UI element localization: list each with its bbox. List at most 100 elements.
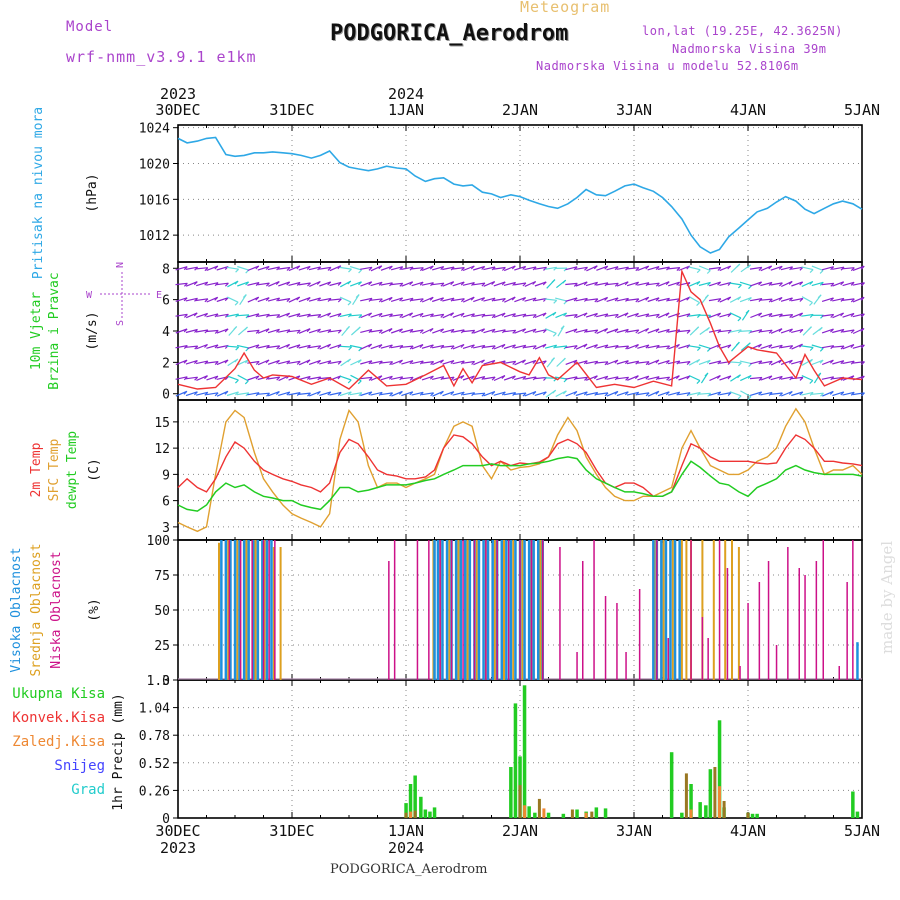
wind-arrow-head — [471, 313, 475, 318]
wind-arrow — [308, 359, 321, 365]
precip-ylabel: 1hr Precip (mm) — [111, 693, 126, 810]
wind-arrow-head — [266, 392, 270, 397]
wind-arrow — [267, 297, 280, 302]
wind-arrow-head — [306, 328, 311, 333]
wind-arrow — [452, 267, 465, 270]
wind-arrow — [226, 391, 239, 397]
wind-arrow — [329, 329, 342, 333]
wind-arrow — [749, 329, 762, 333]
wind-arrow — [483, 359, 496, 365]
wind-arrow-head — [368, 266, 373, 271]
wind-arrow — [770, 265, 783, 271]
wind-arrow-head — [276, 376, 281, 381]
wind-arrow-head — [768, 282, 773, 286]
wind-arrow — [493, 343, 506, 350]
wind-arrow-head — [594, 329, 599, 334]
wind-arrow — [647, 390, 660, 397]
wind-arrow — [544, 344, 557, 349]
wind-arrow-head — [850, 329, 855, 334]
wind-arrow-head — [450, 297, 455, 302]
mid-cloud-bar — [475, 540, 478, 680]
cloud-ylabel: Niska Oblacnost — [49, 551, 64, 668]
wind-arrow — [370, 375, 383, 381]
wind-arrow — [832, 360, 844, 365]
wind-arrow-head — [358, 281, 362, 286]
low-cloud-bar — [439, 540, 441, 680]
wind-arrow-head — [604, 375, 609, 380]
wind-arrow — [657, 297, 670, 302]
wind-arrow — [688, 391, 701, 396]
wind-arrow — [431, 313, 444, 317]
wind-arrow — [401, 312, 413, 319]
mid-cloud-bar — [662, 540, 665, 680]
wind-arrow-head — [378, 281, 383, 286]
wind-arrow-head — [471, 361, 476, 365]
wind-arrow — [185, 360, 198, 365]
wind-arrow — [195, 298, 208, 302]
high-cloud-bar — [537, 540, 540, 680]
wind-arrow — [749, 376, 763, 380]
wind-arrow — [821, 266, 834, 271]
wind-arrow-head — [491, 345, 496, 350]
wind-arrow-head — [665, 360, 670, 365]
time-tick-label: 5JAN — [844, 101, 880, 119]
wind-arrow — [185, 297, 198, 302]
wind-arrow — [596, 328, 608, 334]
wind-arrow-head — [214, 330, 219, 334]
time-tick-label: 1JAN — [388, 822, 424, 840]
wind-arrow-head — [717, 281, 722, 286]
wind-arrow-head — [625, 376, 630, 381]
mid-cloud-bar — [457, 540, 460, 680]
wind-arrow-head — [224, 282, 229, 287]
wind-arrow-head — [368, 360, 373, 365]
wind-arrow — [514, 282, 526, 286]
wind-arrow-head — [511, 296, 516, 301]
low-cloud-bar — [815, 561, 818, 680]
temperature-ytick-label: 6 — [162, 495, 170, 510]
time-tick-label: 1JAN — [388, 101, 424, 119]
wind-arrow-head — [276, 314, 281, 319]
wind-arrow — [760, 313, 773, 318]
wind-arrow — [442, 281, 454, 287]
wind-arrow-head — [799, 312, 804, 317]
wind-arrow-head — [358, 269, 363, 274]
wind-arrow-head — [583, 281, 588, 286]
low-cloud-bar — [542, 540, 544, 680]
wind-arrow — [822, 390, 834, 397]
wind-arrow-head — [378, 329, 383, 334]
wind-arrow-head — [850, 391, 855, 396]
wind-arrow — [380, 265, 393, 271]
wind-arrow — [770, 359, 783, 366]
wind-arrow — [226, 375, 239, 381]
wind-arrow-head — [717, 391, 722, 396]
wind-arrow-head — [860, 344, 865, 349]
wind-arrow-head — [419, 298, 424, 303]
low-cloud-bar — [507, 540, 510, 680]
wind-arrow — [421, 265, 434, 271]
model-label: Model — [66, 19, 114, 35]
wind-arrow-head — [286, 312, 291, 317]
wind-arrow — [339, 345, 352, 348]
wind-arrow — [770, 296, 783, 303]
precip-total-bar — [708, 769, 713, 818]
temp-unit: (C) — [87, 458, 102, 481]
precip-total-bar — [404, 803, 408, 818]
wind-arrow-head — [727, 313, 732, 318]
wind-arrow — [380, 282, 393, 286]
wind-arrow-head — [696, 380, 701, 385]
wind-arrow — [503, 392, 516, 396]
wind-arrow — [206, 375, 219, 381]
wind-arrow — [432, 297, 444, 303]
high-cloud-bar — [500, 540, 503, 680]
wind-arrow-head — [296, 360, 301, 365]
wind-arrow-head — [696, 359, 701, 363]
wind-arrow — [298, 282, 311, 286]
wind-arrow-head — [522, 344, 527, 349]
wind-arrow-head — [635, 281, 640, 286]
wind-arrow — [390, 376, 403, 380]
low-cloud-bar — [251, 540, 253, 680]
wind-arrow — [708, 329, 721, 333]
wind-arrow — [524, 376, 537, 380]
wind-arrow-head — [306, 359, 311, 364]
wind-arrow — [780, 328, 793, 334]
